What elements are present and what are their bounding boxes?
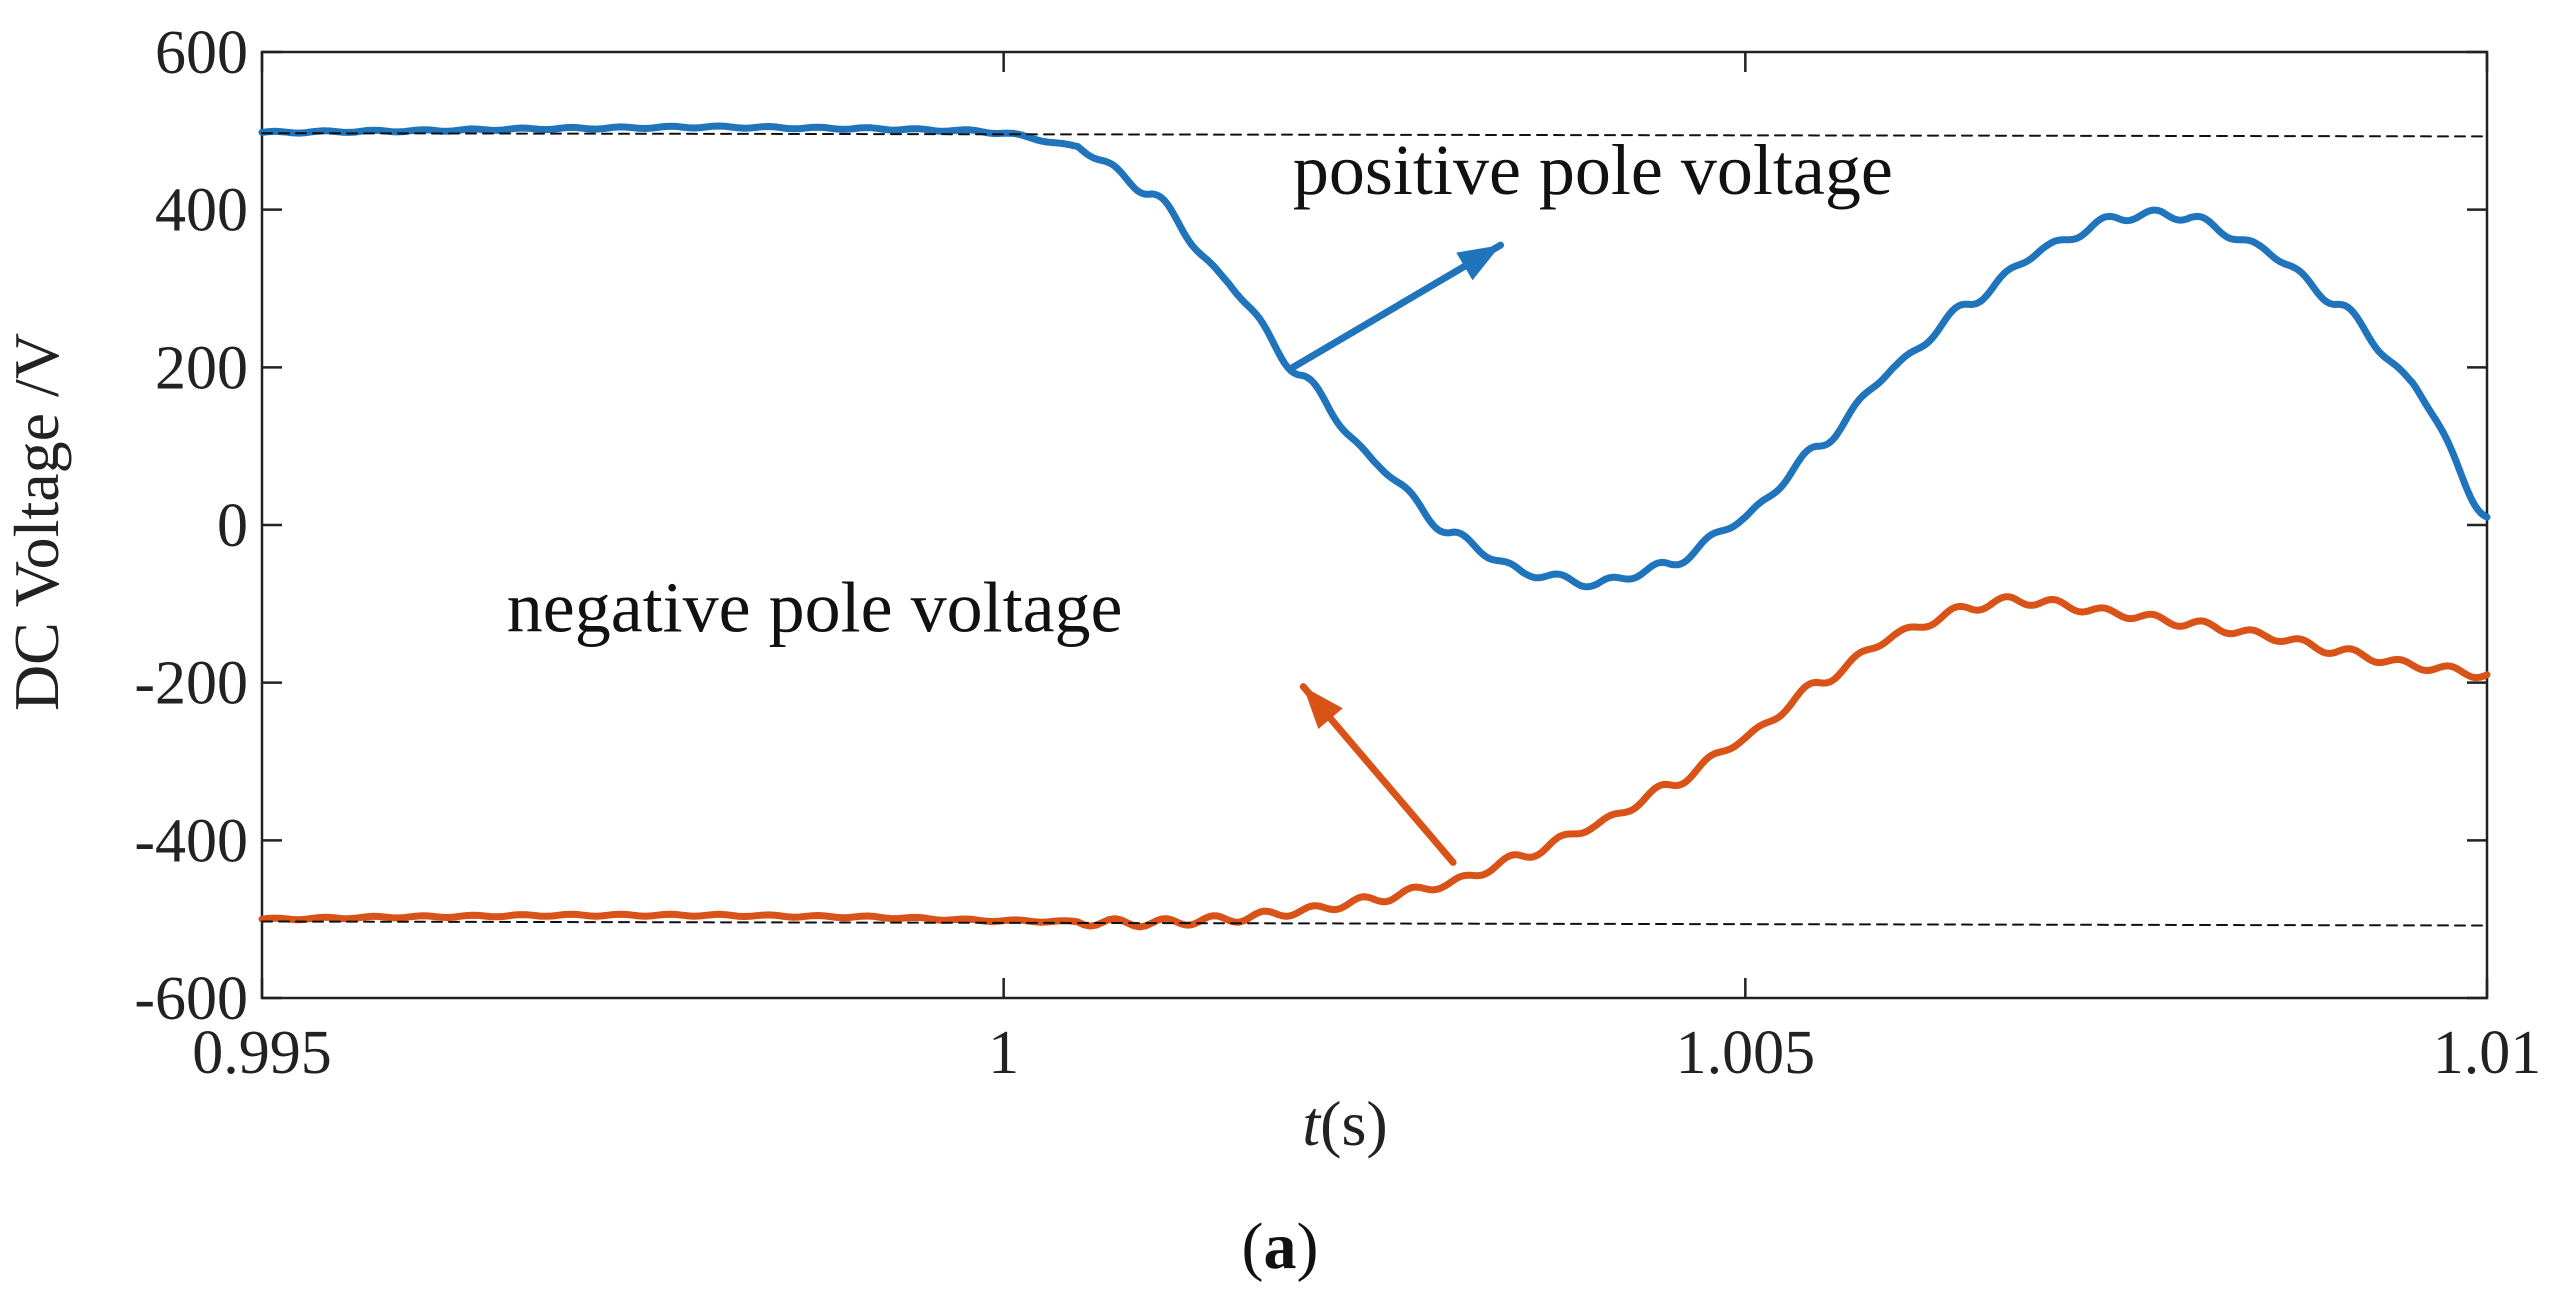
y-axis-label: DC Voltage /V [1, 333, 72, 711]
negative-pole-voltage-label: negative pole voltage [507, 567, 1123, 647]
y-tick-label: 200 [155, 334, 248, 402]
positive-pole-voltage-line [258, 122, 2491, 591]
x-tick-label: 1.01 [2433, 1019, 2542, 1087]
x-tick-label: 1.005 [1676, 1019, 1816, 1087]
x-tick-label: 1 [988, 1019, 1019, 1087]
x-axis-label-unit: (s) [1320, 1088, 1388, 1159]
caption-close-paren: ) [1297, 1210, 1319, 1283]
y-tick-label: 400 [155, 177, 248, 245]
negative-reference-line [261, 920, 2488, 927]
x-tick-label: 0.995 [192, 1019, 332, 1087]
positive-pole-voltage-label: positive pole voltage [1293, 130, 1893, 210]
caption-letter: a [1264, 1210, 1297, 1283]
series-layer [258, 122, 2491, 931]
y-tick-label: -200 [134, 650, 248, 718]
y-tick-label: -400 [134, 807, 248, 875]
y-tick-label: 0 [217, 492, 248, 560]
caption-open-paren: ( [1242, 1210, 1264, 1283]
positive-reference-line [261, 132, 2488, 138]
figure-caption: (a) [1242, 1210, 1319, 1283]
negative-pole-voltage-arrow-head [1303, 686, 1343, 729]
annotation-layer: positive pole voltage negative pole volta… [507, 130, 1893, 866]
plot-frame-layer [260, 50, 2489, 1000]
negative-pole-voltage-line [258, 593, 2491, 931]
x-axis-label: t(s) [1302, 1088, 1387, 1159]
y-tick-label: -600 [134, 965, 248, 1033]
y-tick-label: 600 [155, 19, 248, 87]
x-axis-label-italic: t [1302, 1088, 1322, 1159]
positive-pole-voltage-arrow-head [1456, 245, 1501, 281]
